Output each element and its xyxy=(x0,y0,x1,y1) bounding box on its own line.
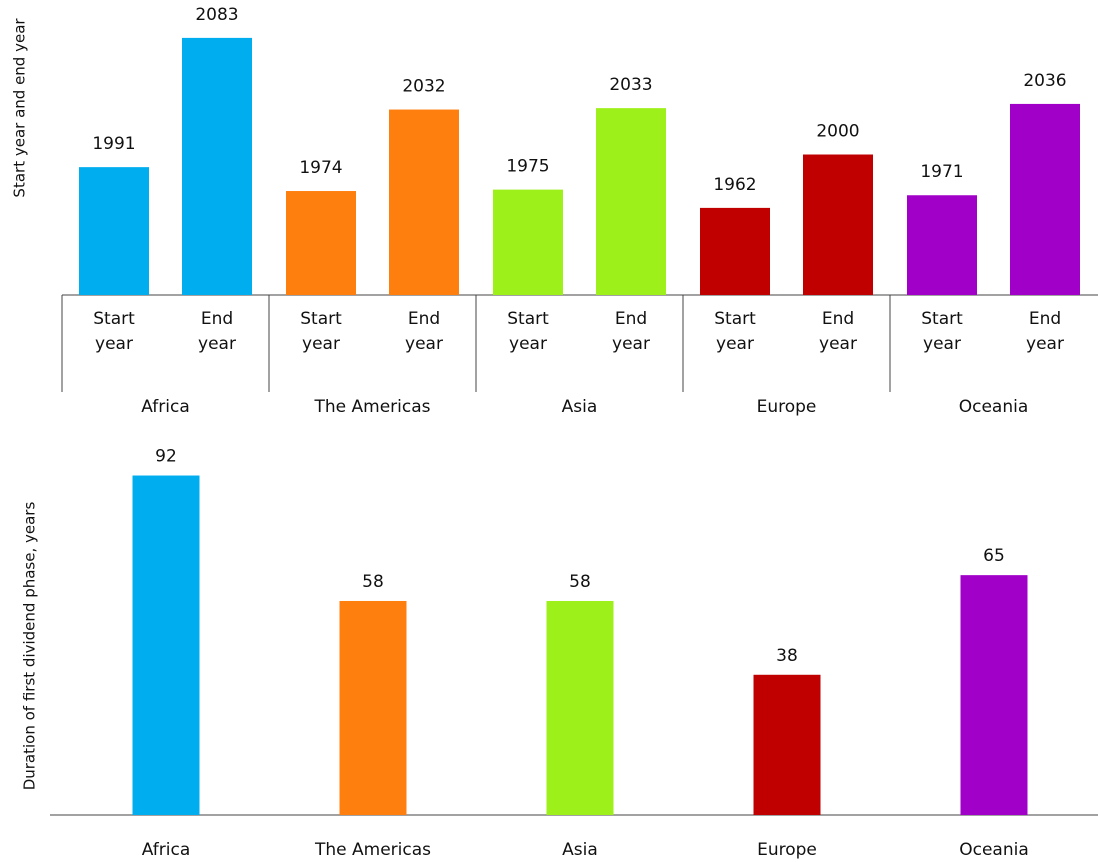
value-label: 1974 xyxy=(299,158,342,178)
x-subcategory-label-box: End year xyxy=(612,309,650,354)
bar xyxy=(339,600,407,815)
y-axis-label: Duration of first dividend phase, years xyxy=(21,502,39,791)
value-label: 1991 xyxy=(92,134,135,154)
x-subcategory-label: End year xyxy=(612,309,650,354)
x-subcategory-label-box: End year xyxy=(405,309,443,354)
x-tick-label: Asia xyxy=(562,840,598,860)
value-label: 1975 xyxy=(506,157,549,177)
x-subcategory-label-box: Start year xyxy=(93,309,135,354)
value-label: 2032 xyxy=(402,77,445,97)
x-tick-label: Oceania xyxy=(959,840,1029,860)
value-label: 58 xyxy=(569,572,591,592)
bar xyxy=(286,191,356,295)
bar xyxy=(132,475,200,815)
value-label: 65 xyxy=(983,546,1005,566)
x-subcategory-label-box: End year xyxy=(198,309,236,354)
bar xyxy=(753,674,821,815)
x-subcategory-label: Start year xyxy=(921,309,963,354)
x-group-label: Africa xyxy=(141,397,190,417)
bar xyxy=(79,167,149,295)
bar xyxy=(803,154,873,295)
x-subcategory-label: Start year xyxy=(507,309,549,354)
x-group-label: Oceania xyxy=(959,397,1029,417)
value-label: 38 xyxy=(776,646,798,666)
x-subcategory-label: End year xyxy=(198,309,236,354)
x-subcategory-label-box: Start year xyxy=(300,309,342,354)
value-label: 58 xyxy=(362,572,384,592)
bar xyxy=(1010,103,1080,295)
value-label: 2083 xyxy=(195,5,238,25)
x-subcategory-label-box: Start year xyxy=(507,309,549,354)
x-subcategory-label: End year xyxy=(1026,309,1064,354)
x-group-label: The Americas xyxy=(313,397,430,417)
x-subcategory-label-box: Start year xyxy=(921,309,963,354)
bar xyxy=(596,108,666,295)
value-label: 1962 xyxy=(713,175,756,195)
value-label: 1971 xyxy=(920,162,963,182)
x-tick-label: Europe xyxy=(757,840,817,860)
x-tick-label: Africa xyxy=(142,840,191,860)
x-subcategory-label: Start year xyxy=(93,309,135,354)
x-subcategory-label: End year xyxy=(405,309,443,354)
bar xyxy=(182,37,252,295)
x-subcategory-label-box: End year xyxy=(1026,309,1064,354)
y-axis-label: Start year and end year xyxy=(11,18,29,198)
x-subcategory-label: End year xyxy=(819,309,857,354)
value-label: 2033 xyxy=(609,75,652,95)
bar xyxy=(546,600,614,815)
bar xyxy=(389,109,459,295)
bar xyxy=(700,207,770,295)
bar xyxy=(907,195,977,295)
bar xyxy=(493,189,563,295)
x-subcategory-label-box: Start year xyxy=(714,309,756,354)
value-label: 2036 xyxy=(1023,71,1066,91)
bar xyxy=(960,575,1028,815)
x-subcategory-label: Start year xyxy=(714,309,756,354)
x-subcategory-label-box: End year xyxy=(819,309,857,354)
value-label: 92 xyxy=(155,447,177,467)
x-group-label: Asia xyxy=(562,397,598,417)
x-subcategory-label: Start year xyxy=(300,309,342,354)
value-label: 2000 xyxy=(816,122,859,142)
x-tick-label: The Americas xyxy=(314,840,431,860)
x-group-label: Europe xyxy=(757,397,817,417)
